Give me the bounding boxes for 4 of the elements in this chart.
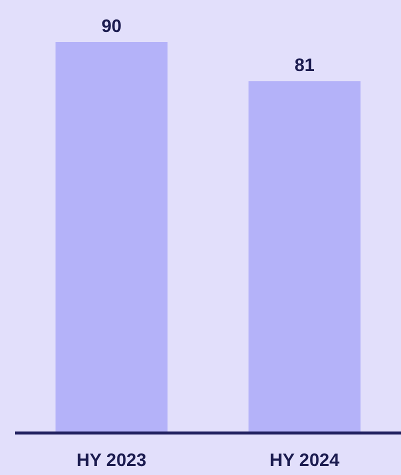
data-label: 81 (294, 55, 315, 76)
x-tick-label: HY 2024 (270, 450, 340, 470)
x-tick-label: HY 2023 (76, 450, 146, 470)
data-label: 90 (102, 16, 122, 36)
